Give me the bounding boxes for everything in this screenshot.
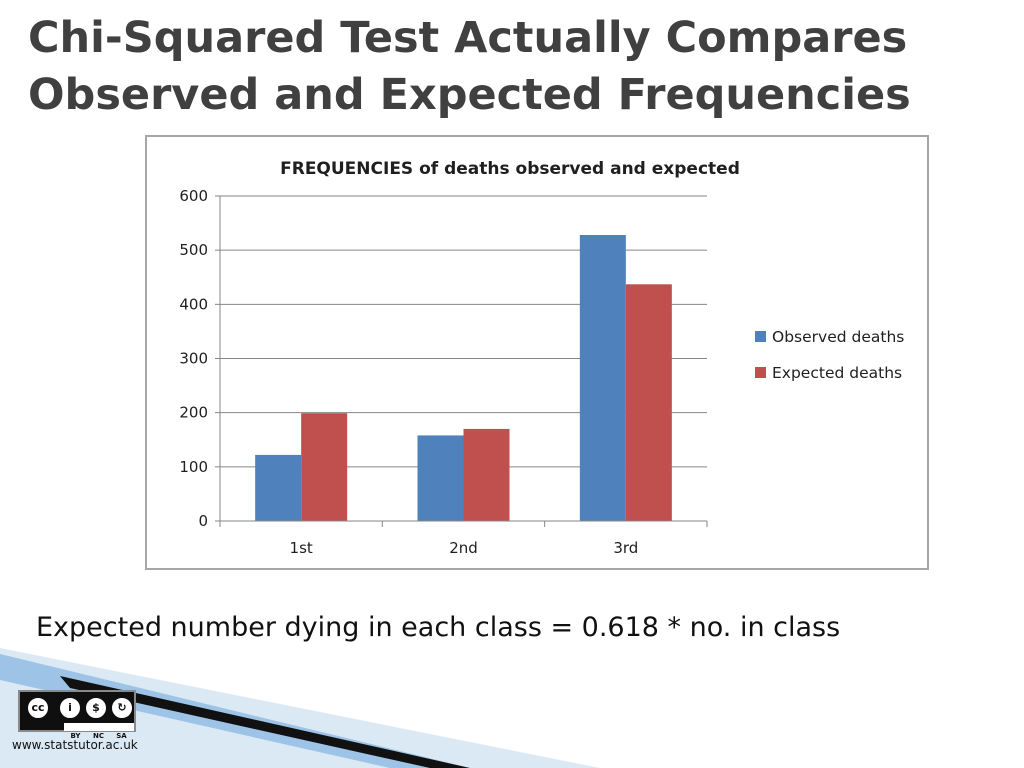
bars <box>255 235 672 521</box>
x-axis-ticks: 1st 2nd 3rd <box>219 521 708 557</box>
y-tick-label: 0 <box>198 512 208 530</box>
legend-swatch <box>755 367 766 378</box>
bar-expected-deaths-3rd <box>625 284 672 521</box>
slide-title: Chi-Squared Test Actually Compares Obser… <box>28 10 1008 124</box>
y-tick-label: 200 <box>179 404 208 422</box>
license-sa: SA <box>116 732 127 740</box>
y-tick-label: 500 <box>179 241 208 259</box>
legend-label: Observed deaths <box>772 328 904 346</box>
by-attribution-icon: i <box>58 696 82 720</box>
slide-title-line-1: Chi-Squared Test Actually Compares <box>28 13 908 63</box>
bar-observed-deaths-1st <box>255 454 302 521</box>
chart-title: FREQUENCIES of deaths observed and expec… <box>280 159 740 179</box>
y-tick-label: 600 <box>179 187 208 205</box>
bar-observed-deaths-3rd <box>579 235 626 521</box>
nc-noncommercial-icon: $ <box>84 696 108 720</box>
bar-chart: FREQUENCIES of deaths observed and expec… <box>179 159 904 557</box>
axes <box>219 196 707 522</box>
y-tick-label: 300 <box>179 350 208 368</box>
slide-decoration <box>0 648 600 768</box>
bar-observed-deaths-2nd <box>417 435 464 521</box>
expected-formula: Expected number dying in each class = 0.… <box>36 612 841 643</box>
license-by: BY <box>70 732 81 740</box>
chart-frame: FREQUENCIES of deaths observed and expec… <box>145 135 929 570</box>
x-tick-label: 3rd <box>613 539 638 557</box>
decoration-blue-band <box>0 654 470 768</box>
license-terms: BY NC SA <box>64 723 134 740</box>
x-tick-label: 1st <box>290 539 313 557</box>
decoration-light-band <box>0 648 600 768</box>
site-url[interactable]: www.statstutor.ac.uk <box>12 738 138 752</box>
y-tick-label: 100 <box>179 458 208 476</box>
cc-circle-icon: cc <box>26 696 50 720</box>
creative-commons-license-icon: cc i $ ↻ BY NC SA <box>18 690 136 740</box>
decoration-dark-band <box>60 676 470 768</box>
x-tick-label: 2nd <box>449 539 478 557</box>
y-tick-label: 400 <box>179 295 208 313</box>
legend-swatch <box>755 331 766 342</box>
sa-sharealike-icon: ↻ <box>110 696 134 720</box>
bar-expected-deaths-1st <box>301 413 348 521</box>
license-nc: NC <box>93 732 104 740</box>
legend: Observed deaths Expected deaths <box>755 328 904 382</box>
bar-expected-deaths-2nd <box>463 428 510 521</box>
slide-title-line-2: Observed and Expected Frequencies <box>28 70 911 120</box>
y-axis-ticks: 0 100 200 300 400 500 600 <box>179 187 220 530</box>
legend-label: Expected deaths <box>772 364 902 382</box>
